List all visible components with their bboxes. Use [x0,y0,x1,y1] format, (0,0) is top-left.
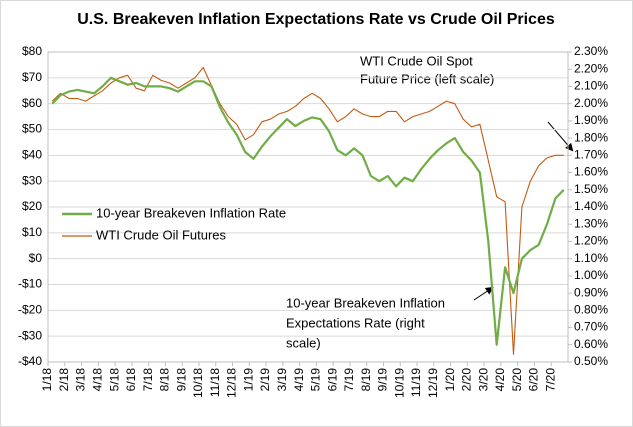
x-tick-label: 3/20 [476,368,490,392]
x-tick-label: 4/19 [292,368,306,392]
y-tick-label: -$10 [18,277,42,291]
y2-tick-label: 1.20% [574,234,608,248]
y2-tick-label: 1.40% [574,199,608,213]
y-tick-label: $40 [22,148,42,162]
y2-tick-label: 2.10% [574,79,608,93]
x-tick-label: 12/18 [225,368,239,398]
x-tick-label: 5/18 [107,368,121,392]
x-tick-label: 3/18 [74,368,88,392]
annotation: 10-year Breakeven Inflation [286,295,445,310]
x-tick-label: 6/20 [527,368,541,392]
chart-title: U.S. Breakeven Inflation Expectations Ra… [77,11,555,28]
x-tick-label: 11/19 [409,368,423,397]
y2-tick-label: 1.70% [574,148,608,162]
x-tick-label: 6/18 [124,368,138,392]
y-tick-label: $50 [22,122,42,136]
annotation-arrow [473,286,494,301]
legend-label: 10-year Breakeven Inflation Rate [96,205,286,220]
y-tick-label: -$30 [18,328,42,342]
y2-tick-label: 0.60% [574,337,608,351]
legend-label: WTI Crude Oil Futures [96,227,227,242]
y-tick-label: $30 [22,173,42,187]
x-tick-label: 9/19 [376,368,390,392]
y2-tick-label: 1.00% [574,268,608,282]
y-tick-label: $20 [22,199,42,213]
x-tick-label: 7/18 [141,368,155,392]
x-tick-label: 9/18 [174,368,188,392]
x-tick-label: 7/20 [543,368,557,392]
x-tick-label: 8/19 [359,368,373,392]
x-tick-label: 10/18 [191,368,205,398]
x-tick-label: 10/19 [392,368,406,398]
x-tick-label: 1/20 [443,368,457,392]
x-tick-label: 2/18 [57,368,71,392]
x-tick-label: 5/20 [510,368,524,392]
x-tick-label: 1/19 [241,368,255,392]
x-tick-label: 3/19 [275,368,289,392]
y2-tick-label: 0.80% [574,303,608,317]
y-tick-label: $10 [22,225,42,239]
x-tick-label: 2/19 [258,368,272,392]
plot-area [47,51,569,363]
y2-tick-label: 1.60% [574,165,608,179]
y2-tick-label: 2.20% [574,61,608,75]
y2-tick-label: 1.50% [574,182,608,196]
annotation: Expectations Rate (right [286,315,425,330]
y2-tick-label: 2.30% [574,44,608,58]
x-tick-label: 5/19 [309,368,323,392]
x-tick-label: 4/18 [90,368,104,392]
y2-tick-label: 0.50% [574,354,608,368]
y-tick-label: $60 [22,96,42,110]
y2-tick-label: 1.80% [574,130,608,144]
y-tick-label: $80 [22,44,42,58]
x-tick-label: 4/20 [493,368,507,392]
annotation: WTI Crude Oil Spot [360,53,473,68]
x-tick-label: 8/18 [158,368,172,392]
y2-tick-label: 0.70% [574,320,608,334]
annotation: scale) [286,335,321,350]
annotation: Future Price (left scale) [360,71,494,86]
y2-tick-label: 0.90% [574,285,608,299]
x-tick-label: 12/19 [426,368,440,398]
y2-tick-label: 1.90% [574,113,608,127]
series-line [51,66,564,355]
x-tick-label: 2/20 [460,368,474,392]
x-tick-label: 11/18 [208,368,222,397]
y-tick-label: $70 [22,70,42,84]
x-tick-label: 7/19 [342,368,356,392]
y-tick-label: $0 [29,251,43,265]
y2-tick-label: 1.30% [574,216,608,230]
x-tick-label: 6/19 [325,368,339,392]
series-line [51,76,565,346]
x-tick-label: 1/18 [40,368,54,392]
y-tick-label: -$40 [18,354,42,368]
y2-tick-label: 2.00% [574,96,608,110]
y2-tick-label: 1.10% [574,251,608,265]
y-tick-label: -$20 [18,303,42,317]
